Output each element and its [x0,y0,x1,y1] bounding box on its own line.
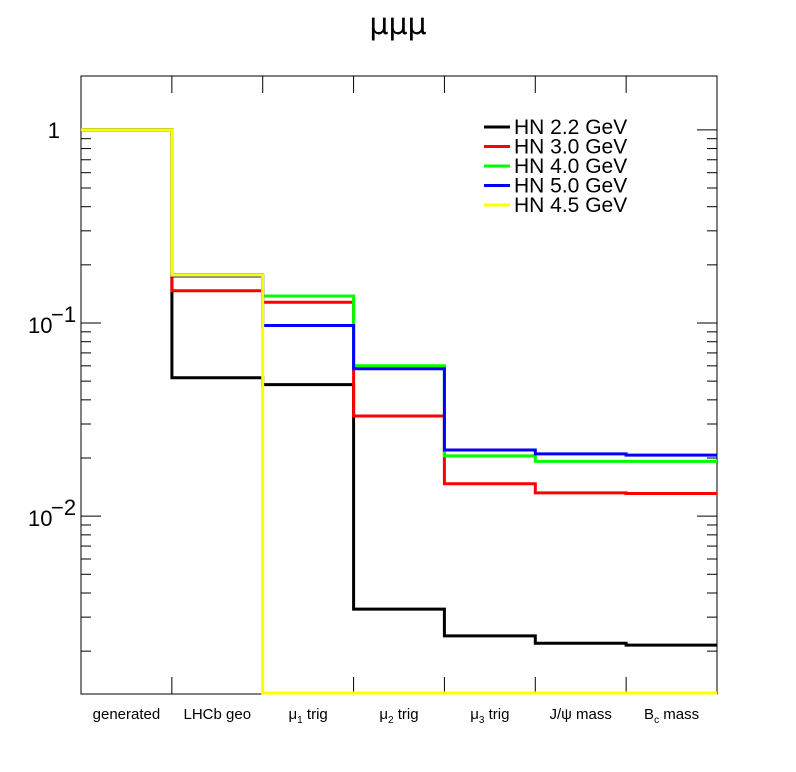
legend-label: HN 5.0 GeV [514,175,627,198]
y-tick-labels: 110−110−2 [28,118,76,531]
series-line-1 [81,128,717,647]
y-tick-label: 1 [48,118,60,143]
legend-label: HN 3.0 GeV [514,136,627,159]
x-tick-label: μ3 trig [470,706,509,726]
series-line-2 [81,128,717,495]
y-tick-label: 10 [28,313,52,338]
series-line-5 [81,128,717,695]
x-tick-label: J/ψ mass [550,706,612,723]
x-tick-label: μ2 trig [379,706,418,726]
x-tick-labels: generated LHCb geo μ1 trig μ2 trig μ3 trig J/… [93,706,699,726]
series-lines [81,128,717,695]
legend-label: HN 2.2 GeV [514,116,627,139]
chart-title: μμμ [369,7,426,42]
y-tick-label: 10 [28,506,52,531]
y-tick-exponent: −2 [51,495,76,520]
x-tick-label: generated [93,706,161,723]
axis-ticks [81,76,717,694]
x-tick-label: Bc mass [644,706,699,726]
legend-label: HN 4.5 GeV [514,194,627,217]
y-tick-exponent: −1 [51,302,76,327]
x-tick-label: μ1 trig [289,706,328,726]
legend-label: HN 4.0 GeV [514,155,627,178]
x-tick-label: LHCb geo [184,706,252,723]
